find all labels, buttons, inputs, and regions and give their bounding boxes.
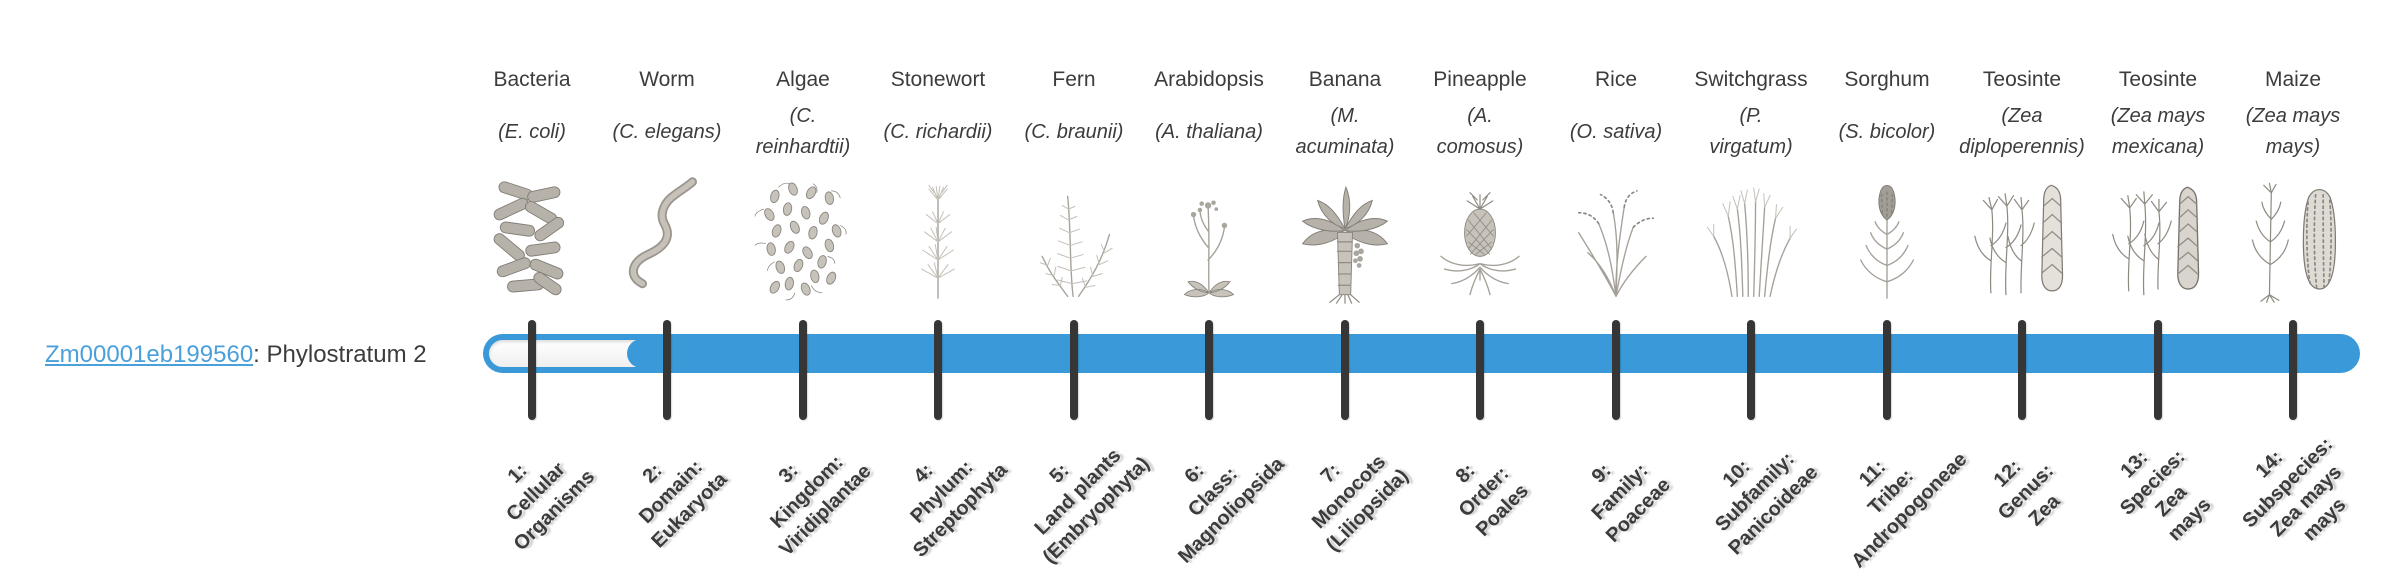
organism-scientific-name: (O. sativa) <box>1569 120 1663 143</box>
organism-name: Worm <box>639 68 695 91</box>
organism-scientific-name: (Zea mays mays) <box>2245 105 2341 158</box>
organism-name: Arabidopsis <box>1154 68 1264 91</box>
phylostratum-tick-9 <box>1612 320 1620 420</box>
fern-illustration <box>1006 170 1142 310</box>
organism-column-worm: Worm (C. elegans) <box>599 66 735 289</box>
phylostratum-label-13: 13: Species: Zea mays <box>2115 445 2216 546</box>
organism-scientific-name: (C. reinhardtii) <box>755 105 851 158</box>
rice-illustration <box>1548 170 1684 310</box>
organism-column-rice: Rice (O. sativa) <box>1548 66 1684 298</box>
phylostratum-tick-1 <box>528 320 536 420</box>
organism-scientific-name: (A. comosus) <box>1436 105 1524 158</box>
organism-column-sorghum: Sorghum (S. bicolor) <box>1819 66 1955 299</box>
phylostratum-label-2: 2: Domain: Eukaryota <box>634 455 732 553</box>
switchgrass-illustration <box>1683 170 1819 310</box>
organism-column-maize: Maize (Zea mays mays) <box>2225 66 2361 303</box>
organism-scientific-name: (C. braunii) <box>1024 120 1124 143</box>
phylostratum-label-9: 9: Family: Poaceae <box>1587 459 1675 547</box>
phylostratum-tick-7 <box>1341 320 1349 420</box>
organism-column-teosinte-mexicana: Teosinte (Zea mays mexicana) <box>2090 66 2226 296</box>
stonewort-illustration <box>870 170 1006 310</box>
teosinte-diploperennis-illustration <box>1954 170 2090 310</box>
phylostratum-tick-10 <box>1747 320 1755 420</box>
organism-scientific-name: (E. coli) <box>498 120 566 143</box>
organism-name: Pineapple <box>1433 68 1527 91</box>
worm-illustration <box>599 170 735 310</box>
phylostratum-label-8: 8: Order: Poales <box>1451 459 1533 541</box>
organism-name: Switchgrass <box>1694 68 1808 91</box>
organism-scientific-name: (M. acuminata) <box>1295 105 1395 158</box>
phylostratum-label-12: 12: Genus: Zea <box>1989 455 2065 531</box>
arabidopsis-illustration <box>1141 170 1277 310</box>
organism-name: Banana <box>1308 68 1382 91</box>
algae-illustration <box>735 170 871 310</box>
banana-illustration <box>1277 170 1413 310</box>
organism-name: Maize <box>2264 68 2322 91</box>
organism-name: Rice <box>1594 68 1637 91</box>
phylostratum-label-3: 3: Kingdom: Viridiplantae <box>766 451 876 561</box>
phylostratum-tick-14 <box>2289 320 2297 420</box>
organism-name: Teosinte <box>2118 68 2198 91</box>
phylostratum-tick-8 <box>1476 320 1484 420</box>
phylostratum-label-1: 1: Cellular Organisms <box>502 458 600 556</box>
organism-column-switchgrass: Switchgrass (P. virgatum) <box>1683 66 1819 298</box>
organism-scientific-name: (S. bicolor) <box>1838 120 1936 143</box>
phylostratum-label-7: 7: Monocots (Liliopsida) <box>1307 450 1413 556</box>
sorghum-illustration <box>1819 170 1955 310</box>
phylostratum-tick-4 <box>934 320 942 420</box>
phylostratum-label-14: 14: Subspecies: Zea mays mays <box>2238 433 2351 546</box>
bacteria-illustration <box>464 170 600 310</box>
phylostratum-tick-2 <box>663 320 671 420</box>
organism-column-fern: Fern (C. braunii) <box>1006 66 1142 298</box>
organism-column-pineapple: Pineapple (A. comosus) <box>1412 66 1548 296</box>
phylostratum-tick-6 <box>1205 320 1213 420</box>
phylostratum-tick-13 <box>2154 320 2162 420</box>
organism-name: Stonewort <box>890 68 986 91</box>
pineapple-illustration <box>1412 170 1548 310</box>
phylostratum-bar-fill <box>627 339 2355 368</box>
maize-illustration <box>2225 170 2361 310</box>
teosinte-mexicana-illustration <box>2090 170 2226 310</box>
gene-stratum-text: : Phylostratum 2 <box>253 341 427 368</box>
organism-column-banana: Banana (M. acuminata) <box>1277 66 1413 304</box>
organism-scientific-name: (A. thaliana) <box>1155 120 1263 143</box>
organism-name: Sorghum <box>1844 68 1930 91</box>
phylostratum-label-6: 6: Class: Magnoliopsida <box>1174 453 1289 568</box>
phylostratum-label-10: 10: Subfamily: Panicoideae <box>1711 448 1823 560</box>
phylostratum-bar <box>483 334 2360 373</box>
organism-scientific-name: (P. virgatum) <box>1709 105 1793 158</box>
phylostratum-tick-3 <box>799 320 807 420</box>
organism-name: Fern <box>1052 68 1096 91</box>
organism-column-teosinte-diploperennis: Teosinte (Zea diploperennis) <box>1954 66 2090 296</box>
phylostratum-label-5: 5: Land plants (Embryophyta) <box>1030 444 1155 569</box>
gene-label: Zm00001eb199560: Phylostratum 2 <box>45 340 427 370</box>
organism-name: Bacteria <box>493 68 571 91</box>
organism-name: Teosinte <box>1982 68 2062 91</box>
phylostratum-tick-12 <box>2018 320 2026 420</box>
organism-scientific-name: (C. richardii) <box>883 120 993 143</box>
gene-id-link[interactable]: Zm00001eb199560 <box>45 341 254 368</box>
organism-column-bacteria: Bacteria (E. coli) <box>464 66 600 296</box>
organism-scientific-name: (C. elegans) <box>612 120 722 143</box>
organism-scientific-name: (Zea diploperennis) <box>1959 105 2085 158</box>
phylostratum-label-11: 11: Tribe: Andropogoneae <box>1847 448 1972 573</box>
phylostratum-label-4: 4: Phylum: Streptophyta <box>906 456 1012 562</box>
organism-column-arabidopsis: Arabidopsis (A. thaliana) <box>1141 66 1277 298</box>
organism-column-algae: Algae (C. reinhardtii) <box>735 66 871 301</box>
organism-scientific-name: (Zea mays mexicana) <box>2110 105 2206 158</box>
phylostratum-tick-11 <box>1883 320 1891 420</box>
phylostratum-tick-5 <box>1070 320 1078 420</box>
organism-name: Algae <box>776 68 830 91</box>
organism-column-stonewort: Stonewort (C. richardii) <box>870 66 1006 299</box>
